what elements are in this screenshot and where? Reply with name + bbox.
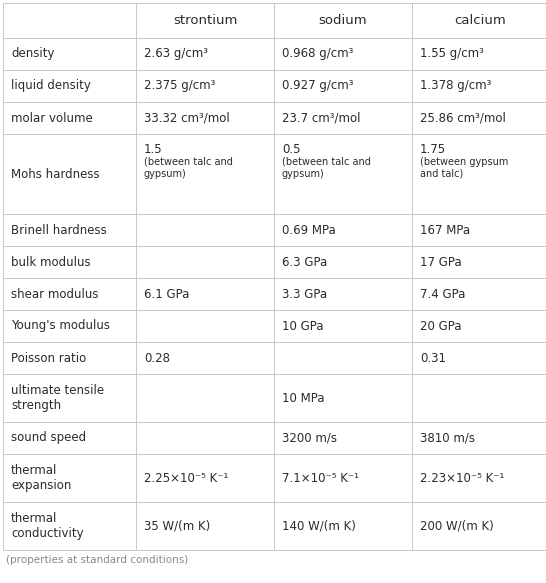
- Text: (between talc and
gypsum): (between talc and gypsum): [144, 157, 233, 178]
- Text: 17 GPa: 17 GPa: [420, 255, 461, 269]
- Text: 0.28: 0.28: [144, 352, 170, 364]
- Text: shear modulus: shear modulus: [11, 287, 98, 300]
- Text: 200 W/(m K): 200 W/(m K): [420, 519, 494, 532]
- Text: bulk modulus: bulk modulus: [11, 255, 91, 269]
- Text: ultimate tensile
strength: ultimate tensile strength: [11, 384, 104, 412]
- Text: sound speed: sound speed: [11, 431, 86, 444]
- Text: 2.63 g/cm³: 2.63 g/cm³: [144, 47, 208, 61]
- Text: 35 W/(m K): 35 W/(m K): [144, 519, 210, 532]
- Text: calcium: calcium: [455, 14, 506, 27]
- Text: 7.1×10⁻⁵ K⁻¹: 7.1×10⁻⁵ K⁻¹: [282, 472, 359, 484]
- Text: 23.7 cm³/mol: 23.7 cm³/mol: [282, 111, 360, 125]
- Text: 140 W/(m K): 140 W/(m K): [282, 519, 356, 532]
- Text: thermal
expansion: thermal expansion: [11, 464, 72, 492]
- Text: 0.69 MPa: 0.69 MPa: [282, 223, 336, 237]
- Text: sodium: sodium: [319, 14, 367, 27]
- Text: 1.75: 1.75: [420, 143, 446, 156]
- Text: 0.968 g/cm³: 0.968 g/cm³: [282, 47, 353, 61]
- Text: 3200 m/s: 3200 m/s: [282, 431, 337, 444]
- Text: density: density: [11, 47, 55, 61]
- Text: 0.5: 0.5: [282, 143, 300, 156]
- Text: (properties at standard conditions): (properties at standard conditions): [6, 555, 188, 565]
- Text: 1.5: 1.5: [144, 143, 163, 156]
- Text: molar volume: molar volume: [11, 111, 93, 125]
- Text: (between talc and
gypsum): (between talc and gypsum): [282, 157, 371, 178]
- Text: 0.31: 0.31: [420, 352, 446, 364]
- Text: Poisson ratio: Poisson ratio: [11, 352, 86, 364]
- Text: strontium: strontium: [173, 14, 237, 27]
- Text: thermal
conductivity: thermal conductivity: [11, 512, 84, 540]
- Text: 1.55 g/cm³: 1.55 g/cm³: [420, 47, 484, 61]
- Text: liquid density: liquid density: [11, 79, 91, 93]
- Text: 25.86 cm³/mol: 25.86 cm³/mol: [420, 111, 506, 125]
- Text: 7.4 GPa: 7.4 GPa: [420, 287, 465, 300]
- Text: Young's modulus: Young's modulus: [11, 319, 110, 332]
- Text: 6.3 GPa: 6.3 GPa: [282, 255, 327, 269]
- Text: 0.927 g/cm³: 0.927 g/cm³: [282, 79, 353, 93]
- Text: Mohs hardness: Mohs hardness: [11, 167, 99, 181]
- Text: (between gypsum
and talc): (between gypsum and talc): [420, 157, 508, 178]
- Text: 3.3 GPa: 3.3 GPa: [282, 287, 327, 300]
- Text: 1.378 g/cm³: 1.378 g/cm³: [420, 79, 491, 93]
- Text: 3810 m/s: 3810 m/s: [420, 431, 475, 444]
- Text: 2.25×10⁻⁵ K⁻¹: 2.25×10⁻⁵ K⁻¹: [144, 472, 228, 484]
- Text: 10 MPa: 10 MPa: [282, 392, 324, 405]
- Text: Brinell hardness: Brinell hardness: [11, 223, 107, 237]
- Text: 10 GPa: 10 GPa: [282, 319, 323, 332]
- Text: 33.32 cm³/mol: 33.32 cm³/mol: [144, 111, 230, 125]
- Text: 20 GPa: 20 GPa: [420, 319, 461, 332]
- Text: 6.1 GPa: 6.1 GPa: [144, 287, 189, 300]
- Text: 2.23×10⁻⁵ K⁻¹: 2.23×10⁻⁵ K⁻¹: [420, 472, 505, 484]
- Text: 167 MPa: 167 MPa: [420, 223, 470, 237]
- Text: 2.375 g/cm³: 2.375 g/cm³: [144, 79, 215, 93]
